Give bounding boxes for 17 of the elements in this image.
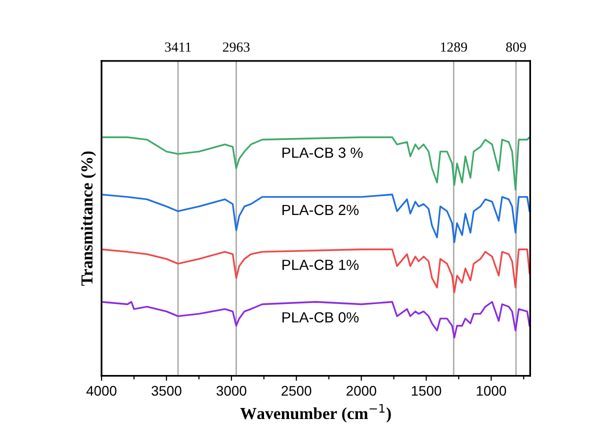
x-tick-label: 4000 <box>86 386 116 396</box>
x-axis-title: Wavenumber (cm$^{−1}$) <box>240 404 391 422</box>
series-label: PLA-CB 2% <box>282 204 359 216</box>
series-label: PLA-CB 3 % <box>282 148 363 158</box>
x-tick-label: 2500 <box>282 386 312 396</box>
x-tick-label: 1500 <box>412 386 442 396</box>
ref-line-label: 3411 <box>165 42 191 52</box>
series-label: PLA-CB 1% <box>282 260 359 270</box>
series-label: PLA-CB 0% <box>282 312 359 322</box>
x-tick-label: 3500 <box>152 386 182 396</box>
y-axis-title: Transmittance (%) <box>80 151 96 286</box>
ref-line-label: 1289 <box>441 42 467 52</box>
x-tick-label: 1000 <box>476 386 506 396</box>
x-tick-label: 2000 <box>346 386 376 396</box>
x-tick-label: 3000 <box>216 386 246 396</box>
ref-line-label: 809 <box>506 42 526 52</box>
ref-line-label: 2963 <box>222 42 250 52</box>
